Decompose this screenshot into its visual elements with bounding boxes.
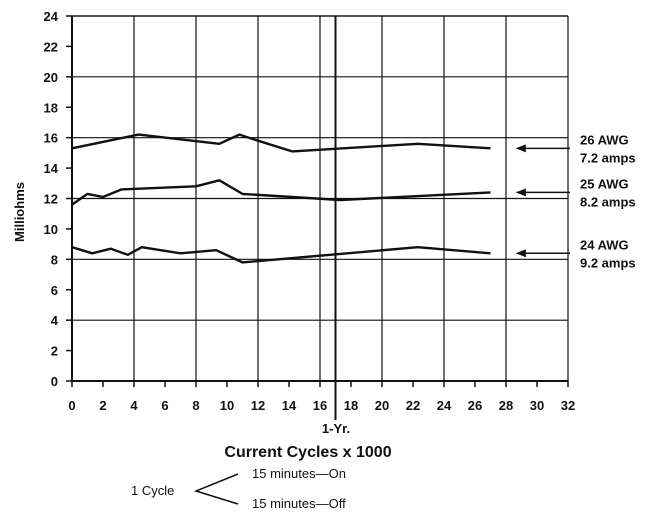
y-tick-label: 24 [44,9,59,24]
cycle-note: 1 Cycle 15 minutes—On 15 minutes—Off [131,466,346,511]
x-tick-label: 30 [530,398,544,413]
y-tick-label: 8 [51,252,58,267]
x-tick-label: 18 [344,398,358,413]
x-tick-label: 20 [375,398,389,413]
y-tick-label: 22 [44,39,58,54]
series-line [71,133,491,153]
x-tick-label: 16 [313,398,327,413]
y-axis-label: Milliohms [12,182,27,242]
x-tick-label: 6 [161,398,168,413]
cycle-off-label: 15 minutes—Off [252,496,346,511]
y-tick-label: 14 [44,161,59,176]
y-tick-label: 4 [51,313,59,328]
series-annotation: 7.2 amps [580,150,636,165]
series-annotation: 26 AWG [580,132,629,147]
x-tick-label: 32 [561,398,575,413]
series-annotation: 9.2 amps [580,255,636,270]
y-tick-label: 18 [44,100,58,115]
x-tick-label: 26 [468,398,482,413]
y-tick-label: 20 [44,70,58,85]
series-line [71,179,491,206]
cycle-label: 1 Cycle [131,483,174,498]
cycle-on-label: 15 minutes—On [252,466,346,481]
x-tick-label: 24 [437,398,452,413]
y-tick-label: 16 [44,131,58,146]
x-axis-label: Current Cycles x 1000 [224,444,391,461]
series-annotation: 24 AWG [580,237,629,252]
y-tick-label: 6 [51,283,58,298]
grid [66,15,569,420]
series-annotation: 25 AWG [580,176,629,191]
x-tick-label: 0 [68,398,75,413]
y-tick-label: 0 [51,374,58,389]
y-tick-label: 12 [44,192,58,207]
x-tick-label: 10 [220,398,234,413]
series-annotation: 8.2 amps [580,194,636,209]
y-tick-label: 10 [44,222,58,237]
y-tick-label: 2 [51,344,58,359]
x-tick-label: 28 [499,398,513,413]
x-tick-label: 8 [192,398,199,413]
series-annotations: 26 AWG 7.2 amps 25 AWG 8.2 amps 24 AWG 9.2 am… [515,132,636,270]
cycle-bracket [193,473,239,505]
x-tick-label: 2 [99,398,106,413]
x-tick-label: 14 [282,398,297,413]
one-year-label: 1-Yr. [322,421,350,436]
series-lines [71,133,491,264]
x-tick-label: 22 [406,398,420,413]
x-tick-label: 4 [130,398,138,413]
series-line [71,245,491,264]
x-tick-label: 12 [251,398,265,413]
